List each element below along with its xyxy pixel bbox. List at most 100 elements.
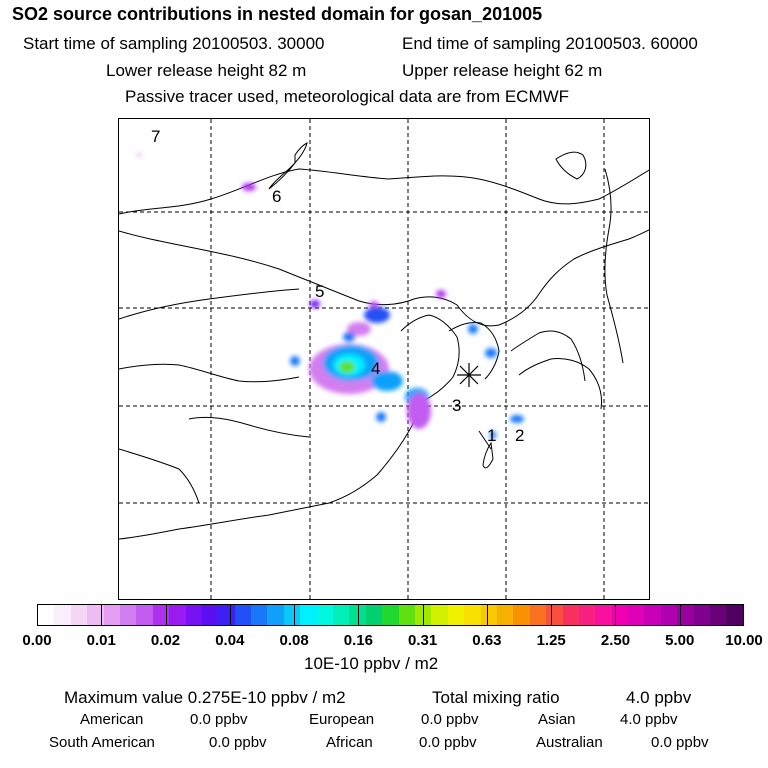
colorbar-tick-label: 10.00 — [725, 632, 763, 649]
colorbar-tick-line — [422, 604, 424, 626]
colorbar-segment — [169, 605, 186, 625]
colorbar-tick-label: 0.63 — [472, 632, 502, 649]
colorbar-tick-line — [358, 604, 360, 626]
colorbar-segment — [103, 605, 120, 625]
colorbar-segment — [431, 605, 448, 625]
total-mixing-value: 4.0 ppbv — [626, 688, 692, 707]
colorbar-segment — [628, 605, 645, 625]
colorbar-segment — [611, 605, 629, 625]
colorbar-segment — [710, 605, 727, 625]
colorbar-segment — [496, 605, 514, 625]
colorbar-segment — [529, 605, 547, 625]
source-label-7: 7 — [151, 127, 160, 146]
lower-release-label: Lower release height 82 m — [106, 61, 307, 80]
colorbar-segment — [300, 605, 317, 625]
south-american-label: South American — [49, 734, 155, 751]
african-value: 0.0 ppbv — [419, 734, 477, 751]
colorbar-segment — [201, 605, 219, 625]
colorbar-tick-line — [101, 604, 103, 626]
source-label-1: 1 — [487, 426, 496, 445]
colorbar-segment — [185, 605, 202, 625]
colorbar-tick-line — [679, 604, 681, 626]
source-label-6: 6 — [272, 187, 281, 206]
colorbar-segment — [251, 605, 268, 625]
asian-value: 4.0 ppbv — [620, 711, 678, 728]
asian-label: Asian — [538, 711, 576, 728]
colorbar-tick-label: 0.16 — [343, 632, 373, 649]
colorbar-segment — [660, 605, 678, 625]
colorbar-tick-label: 0.00 — [22, 632, 52, 649]
colorbar-tick-line — [229, 604, 231, 626]
colorbar-tick-label: 0.02 — [150, 632, 181, 649]
colorbar-segment — [382, 605, 399, 625]
source-label-2: 2 — [515, 426, 524, 445]
colorbar-segment — [513, 605, 530, 625]
colorbar-segment — [267, 605, 284, 625]
source-label-3: 3 — [452, 396, 461, 415]
colorbar-segment — [70, 605, 88, 625]
start-time-label: Start time of sampling 20100503. 30000 — [23, 34, 325, 53]
colorbar-tick-label: 0.01 — [86, 632, 116, 649]
receptor-marker — [457, 363, 481, 387]
colorbar-segment — [283, 605, 301, 625]
total-mixing-label: Total mixing ratio — [432, 688, 560, 707]
colorbar-segment — [398, 605, 415, 625]
colorbar-segment — [677, 605, 694, 625]
coastlines-borders — [119, 142, 649, 540]
upper-release-label: Upper release height 62 m — [402, 61, 603, 80]
maximum-value: Maximum value 0.275E-10 ppbv / m2 — [64, 688, 346, 707]
american-value: 0.0 ppbv — [190, 711, 248, 728]
african-label: African — [326, 734, 373, 751]
colorbar-tick-label: 0.08 — [279, 632, 309, 649]
colorbar-tick-line — [615, 604, 617, 626]
colorbar-segment — [365, 605, 383, 625]
european-value: 0.0 ppbv — [421, 711, 479, 728]
colorbar-segment — [546, 605, 563, 625]
source-label-5: 5 — [315, 282, 324, 301]
australian-label: Australian — [536, 734, 603, 751]
european-label: European — [309, 711, 375, 728]
colorbar-segment — [316, 605, 334, 625]
colorbar-segment — [480, 605, 497, 625]
map-title: SO2 source contributions in nested domai… — [12, 4, 543, 24]
colorbar-segment — [218, 605, 235, 625]
colorbar-segment — [234, 605, 252, 625]
colorbar-tick-line — [165, 604, 167, 626]
colorbar-tick-label: 0.31 — [408, 632, 438, 649]
source-label-4: 4 — [371, 359, 380, 378]
colorbar-segment — [87, 605, 104, 625]
colorbar-segment — [54, 605, 71, 625]
colorbar-segment — [693, 605, 711, 625]
colorbar-segment — [447, 605, 465, 625]
australian-value: 0.0 ppbv — [651, 734, 709, 751]
colorbar-tick-line — [486, 604, 488, 626]
colorbar-tick-label: 1.25 — [536, 632, 566, 649]
colorbar-tick-line — [294, 604, 296, 626]
colorbar-segment — [726, 605, 743, 625]
tracer-note: Passive tracer used, meteorological data… — [125, 87, 570, 106]
colorbar-segment — [152, 605, 170, 625]
colorbar-segment — [578, 605, 596, 625]
colorbar-segment — [349, 605, 366, 625]
map-panel: 7 6 5 4 3 2 1 — [118, 118, 650, 600]
colorbar-segment — [464, 605, 481, 625]
colorbar-tick-line — [551, 604, 553, 626]
colorbar-segment — [333, 605, 350, 625]
tracer-field — [136, 153, 524, 439]
colorbar-segment — [595, 605, 612, 625]
colorbar — [37, 604, 744, 626]
colorbar-segment — [38, 605, 55, 625]
colorbar-unit: 10E-10 ppbv / m2 — [304, 654, 439, 673]
colorbar-segment — [119, 605, 137, 625]
colorbar-tick-label: 2.50 — [600, 632, 631, 649]
colorbar-tick-label: 0.04 — [215, 632, 245, 649]
colorbar-tick-label: 5.00 — [665, 632, 695, 649]
american-label: American — [80, 711, 144, 728]
colorbar-segment — [136, 605, 153, 625]
end-time-label: End time of sampling 20100503. 60000 — [402, 34, 698, 53]
grid-lines — [119, 119, 649, 599]
colorbar-segment — [562, 605, 579, 625]
map-canvas: 7 6 5 4 3 2 1 — [119, 119, 649, 599]
south-american-value: 0.0 ppbv — [209, 734, 267, 751]
colorbar-segment — [644, 605, 661, 625]
